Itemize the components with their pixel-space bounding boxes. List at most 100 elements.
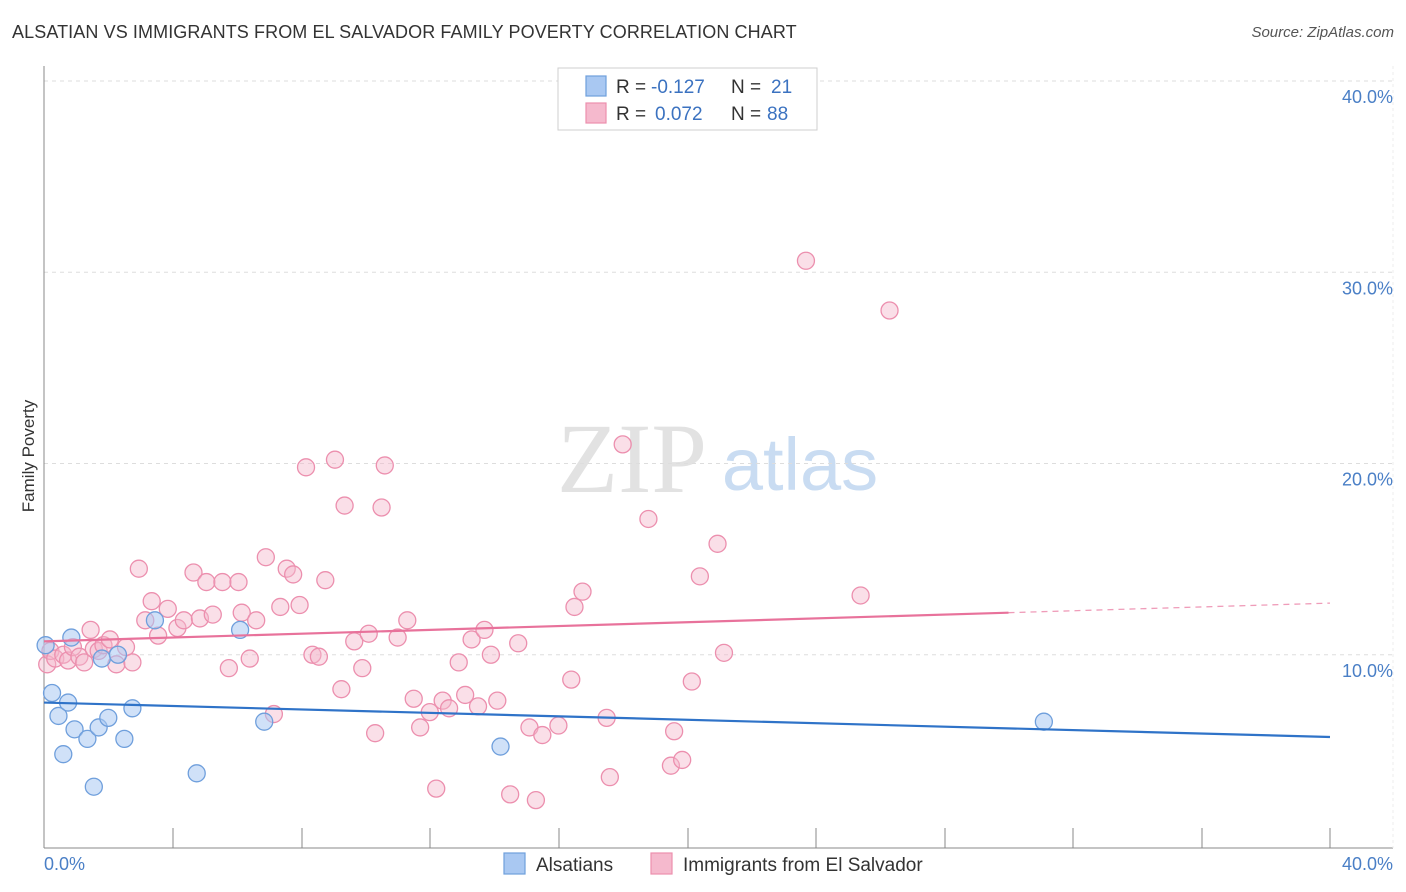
legend-alsatian-n-value: 21 (771, 77, 792, 98)
series-legend: Alsatians Immigrants from El Salvador (503, 852, 923, 876)
salvador-trend-line (43, 611, 1009, 643)
salvador-point (562, 670, 581, 689)
salvador-point (600, 768, 619, 787)
alsatian-point (65, 720, 84, 739)
salvador-point (398, 611, 417, 630)
salvador-point (284, 565, 303, 584)
alsatian-point (42, 683, 62, 703)
legend-salvador-r-label: R = (616, 104, 646, 125)
bottom-legend-salvador-label: Immigrants from El Salvador (683, 855, 923, 876)
salvador-point (70, 647, 89, 666)
salvador-point (203, 605, 222, 624)
salvador-point (365, 724, 385, 743)
salvador-point (388, 628, 407, 647)
salvador-point (501, 785, 520, 804)
salvador-point (142, 592, 161, 611)
salvador-point (290, 595, 309, 615)
legend-salvador-swatch (585, 102, 607, 124)
salvador-point (316, 571, 335, 590)
salvador-point (714, 643, 734, 662)
trend-lines (43, 602, 1331, 739)
x-tick-labels: 0.0% 40.0% (44, 854, 1393, 874)
salvador-point (325, 450, 345, 469)
series-immigrants-el-salvador (38, 251, 899, 810)
legend-alsatian-r-value: -0.127 (651, 77, 705, 98)
salvador-point (468, 697, 488, 716)
salvador-point (148, 626, 168, 645)
y-axis-label: Family Poverty (19, 399, 38, 512)
y-tick-label: 10.0% (1342, 661, 1393, 681)
salvador-point (639, 509, 658, 529)
series-alsatians (36, 611, 1054, 796)
alsatian-point (491, 737, 510, 756)
alsatian-point (145, 611, 165, 630)
chart-title: ALSATIAN VS IMMIGRANTS FROM EL SALVADOR … (12, 22, 797, 42)
legend-salvador-n-value: 88 (767, 104, 788, 125)
alsatian-point (187, 764, 206, 783)
salvador-point (481, 645, 501, 664)
legend-salvador-n-label: N = (731, 104, 761, 125)
salvador-point (247, 611, 266, 630)
salvador-point (309, 647, 329, 666)
x-tick-label: 0.0% (44, 854, 85, 874)
salvador-point (411, 718, 430, 737)
salvador-point (197, 572, 216, 592)
salvador-point (613, 435, 632, 454)
watermark-zip: ZIP (557, 403, 707, 514)
bottom-legend-alsatian-label: Alsatians (536, 855, 613, 876)
alsatian-point (255, 712, 274, 731)
salvador-point (229, 572, 248, 592)
alsatian-trend-line (43, 701, 1331, 739)
salvador-point (509, 634, 528, 653)
alsatian-point (92, 649, 112, 668)
x-tick-label: 40.0% (1342, 854, 1393, 874)
axes (43, 66, 1394, 849)
salvador-point (664, 722, 684, 741)
alsatian-point (54, 745, 73, 764)
salvador-point (372, 498, 391, 517)
salvador-point (796, 251, 816, 270)
correlation-legend: R = -0.127 N = 21 R = 0.072 N = 88 (557, 67, 818, 131)
salvador-point (475, 620, 494, 640)
salvador-point (219, 658, 239, 678)
salvador-trend-extension (1008, 602, 1331, 614)
salvador-point (690, 567, 710, 586)
alsatian-point (108, 645, 128, 664)
salvador-point (296, 458, 316, 477)
salvador-point (256, 548, 275, 567)
salvador-point (565, 597, 584, 617)
grid-lines (44, 80, 1393, 656)
alsatian-point (115, 729, 134, 749)
bottom-legend-salvador-swatch (650, 852, 673, 875)
salvador-point (404, 689, 423, 708)
legend-alsatian-r-label: R = (616, 77, 646, 98)
chart-source: Source: ZipAtlas.com (1251, 24, 1394, 41)
legend-alsatian-n-label: N = (731, 77, 761, 98)
alsatian-point (78, 729, 97, 749)
legend-salvador-r-value: 0.072 (655, 104, 703, 125)
legend-alsatian-swatch (585, 75, 607, 97)
alsatian-point (36, 636, 55, 655)
salvador-point (533, 725, 552, 745)
alsatian-point (123, 699, 142, 718)
salvador-point (682, 672, 701, 691)
alsatian-point (49, 706, 68, 726)
salvador-point (880, 301, 899, 320)
salvador-point (129, 559, 148, 578)
salvador-point (708, 534, 727, 553)
salvador-point (75, 653, 94, 672)
alsatian-point (230, 620, 250, 640)
y-tick-label: 30.0% (1342, 278, 1393, 298)
salvador-point (661, 756, 681, 775)
alsatian-point (1034, 712, 1054, 731)
salvador-point (851, 586, 870, 605)
salvador-point (54, 645, 73, 664)
salvador-point (359, 624, 378, 643)
y-tick-label: 40.0% (1342, 87, 1393, 107)
salvador-point (449, 653, 468, 672)
salvador-point (213, 572, 232, 592)
salvador-point (673, 750, 692, 770)
salvador-point (158, 599, 177, 618)
bottom-legend-alsatian-swatch (503, 852, 526, 875)
